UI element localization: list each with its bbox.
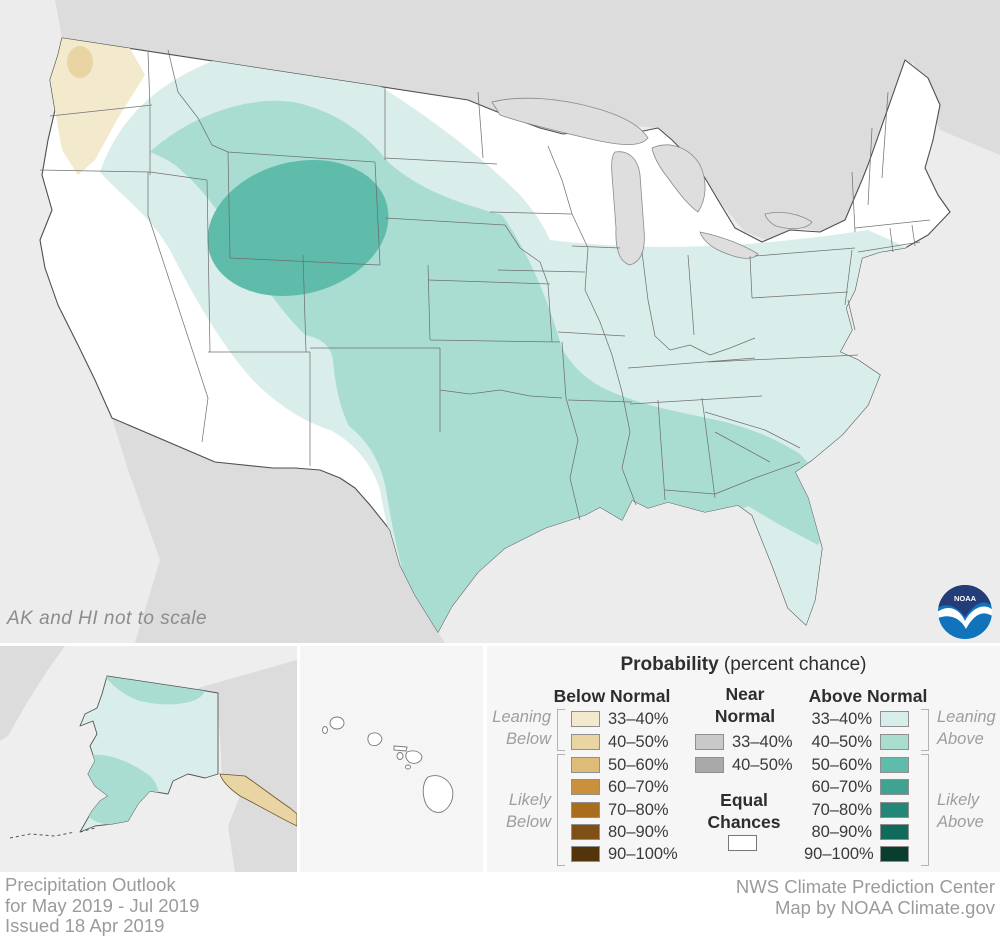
legend-row-above-40-50: 40–50% <box>804 731 909 753</box>
near-33-40-swatch <box>695 734 724 750</box>
noaa-bird-icon <box>938 606 992 629</box>
ak-above-40-50-north <box>105 676 205 705</box>
near-40-50-swatch <box>695 757 724 773</box>
near-normal-header: Near Normal <box>714 684 776 726</box>
scale-note: AK and HI not to scale <box>7 608 208 629</box>
legend-row-below-90-100: 90–100% <box>571 843 678 865</box>
below-40-50-swatch <box>571 734 600 750</box>
above-90-100-swatch <box>880 846 909 862</box>
alaska-inset-map <box>0 646 297 872</box>
legend-row-below-50-60: 50–60% <box>571 754 669 776</box>
above-60-70-swatch <box>880 779 909 795</box>
legend-row-above-60-70: 60–70% <box>804 776 909 798</box>
hawaiian-islands <box>322 716 454 813</box>
legend-row-near-40-50: 40–50% <box>695 754 793 776</box>
legend-title: Probability (percent chance) <box>487 654 1000 676</box>
below-33-40-swatch <box>571 711 600 727</box>
leaning-below-bracket <box>557 709 565 751</box>
below-70-80-swatch <box>571 802 600 818</box>
leaning-below-label: Leaning Below <box>492 708 551 748</box>
likely-above-bracket <box>921 754 929 866</box>
legend-row-below-70-80: 70–80% <box>571 799 669 821</box>
legend-title-bold: Probability <box>620 654 719 675</box>
legend-row-below-60-70: 60–70% <box>571 776 669 798</box>
canada-landmass-ak <box>198 660 297 872</box>
equal-chances-swatch <box>728 835 757 851</box>
footer-credit: Map by NOAA Climate.gov <box>774 896 995 918</box>
below-60-70-swatch <box>571 779 600 795</box>
noaa-logo-text: NOAA <box>954 594 977 603</box>
likely-below-bracket <box>557 754 565 866</box>
conus-map <box>0 0 1000 643</box>
footer-title: Precipitation Outlook <box>5 874 176 895</box>
above-50-60-swatch <box>880 757 909 773</box>
below-50-60-swatch <box>571 757 600 773</box>
likely-above-label: Likely Above <box>937 791 984 831</box>
mexico-landmass <box>112 418 445 643</box>
legend-panel: Probability (percent chance) Below Norma… <box>487 646 1000 872</box>
above-40-50-swatch <box>880 734 909 750</box>
footer-period: for May 2019 - Jul 2019 <box>5 894 200 916</box>
above-normal-50-60-core <box>207 159 389 297</box>
legend-row-above-33-40: 33–40% <box>804 708 909 730</box>
footer-attribution-right: NWS Climate Prediction Center Map by NOA… <box>735 876 995 918</box>
legend-row-below-40-50: 40–50% <box>571 731 669 753</box>
legend-row-above-50-60: 50–60% <box>804 754 909 776</box>
footer-issued-date: Issued 18 Apr 2019 <box>5 915 165 936</box>
equal-chances-label: Equal Chances <box>707 790 781 832</box>
legend-row-near-33-40: 33–40% <box>695 731 793 753</box>
legend-row-above-90-100: 90–100% <box>804 843 909 865</box>
noaa-logo: NOAA <box>938 585 992 639</box>
legend-row-above-70-80: 70–80% <box>804 799 909 821</box>
below-normal-header: Below Normal <box>553 686 671 706</box>
russia-landmass <box>0 646 65 741</box>
footer-attribution-left: Precipitation Outlook for May 2019 - Jul… <box>5 874 200 937</box>
hawaii-inset-map <box>300 646 483 872</box>
above-33-40-swatch <box>880 711 909 727</box>
great-lakes <box>491 97 813 266</box>
legend-row-above-80-90: 80–90% <box>804 821 909 843</box>
leaning-above-bracket <box>921 709 929 751</box>
below-90-100-swatch <box>571 846 600 862</box>
legend-row-below-80-90: 80–90% <box>571 821 669 843</box>
noaa-logo-sky <box>938 585 992 617</box>
above-normal-header: Above Normal <box>808 686 928 706</box>
likely-below-label: Likely Below <box>506 791 551 831</box>
below-80-90-swatch <box>571 824 600 840</box>
leaning-above-label: Leaning Above <box>937 708 996 748</box>
state-boundaries <box>39 49 931 521</box>
above-70-80-swatch <box>880 802 909 818</box>
legend-row-below-33-40: 33–40% <box>571 708 669 730</box>
ak-panhandle-below-normal <box>219 773 297 827</box>
footer-source: NWS Climate Prediction Center <box>735 876 995 897</box>
legend-title-rest: (percent chance) <box>718 654 867 675</box>
aleutian-islands <box>9 827 96 839</box>
above-80-90-swatch <box>880 824 909 840</box>
below-normal-40-50-patch <box>67 46 93 78</box>
